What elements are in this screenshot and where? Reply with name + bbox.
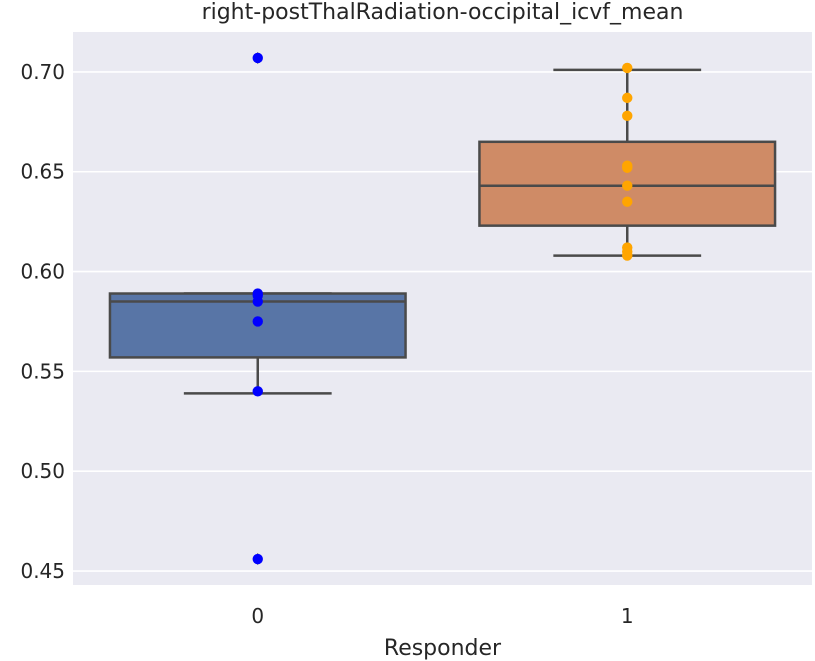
grid-lines [73,71,812,572]
data-point [252,386,263,397]
data-point [622,110,633,122]
data-point [622,92,633,104]
data-point [252,52,263,64]
x-axis-label: Responder [384,636,502,661]
y-tick-label: 0.65 [20,160,65,184]
y-tick-label: 0.70 [20,60,65,84]
chart-title: right-postThalRadiation-occipital_icvf_m… [202,0,684,25]
data-point [622,162,633,173]
data-point [622,250,633,261]
data-point [622,196,633,207]
y-tick-labels: 0.45 0.50 0.55 0.60 0.65 0.70 [20,60,65,583]
y-tick-label: 0.50 [20,459,65,483]
y-tick-label: 0.60 [20,260,65,284]
data-point [622,62,633,74]
data-points [252,52,633,565]
y-tick-label: 0.45 [20,559,65,583]
y-tick-label: 0.55 [20,359,65,383]
data-point [252,296,263,307]
data-point [622,180,633,191]
data-point [252,553,263,565]
x-tick-label: 0 [251,604,264,628]
data-point [252,316,263,327]
x-tick-label: 1 [621,604,634,628]
